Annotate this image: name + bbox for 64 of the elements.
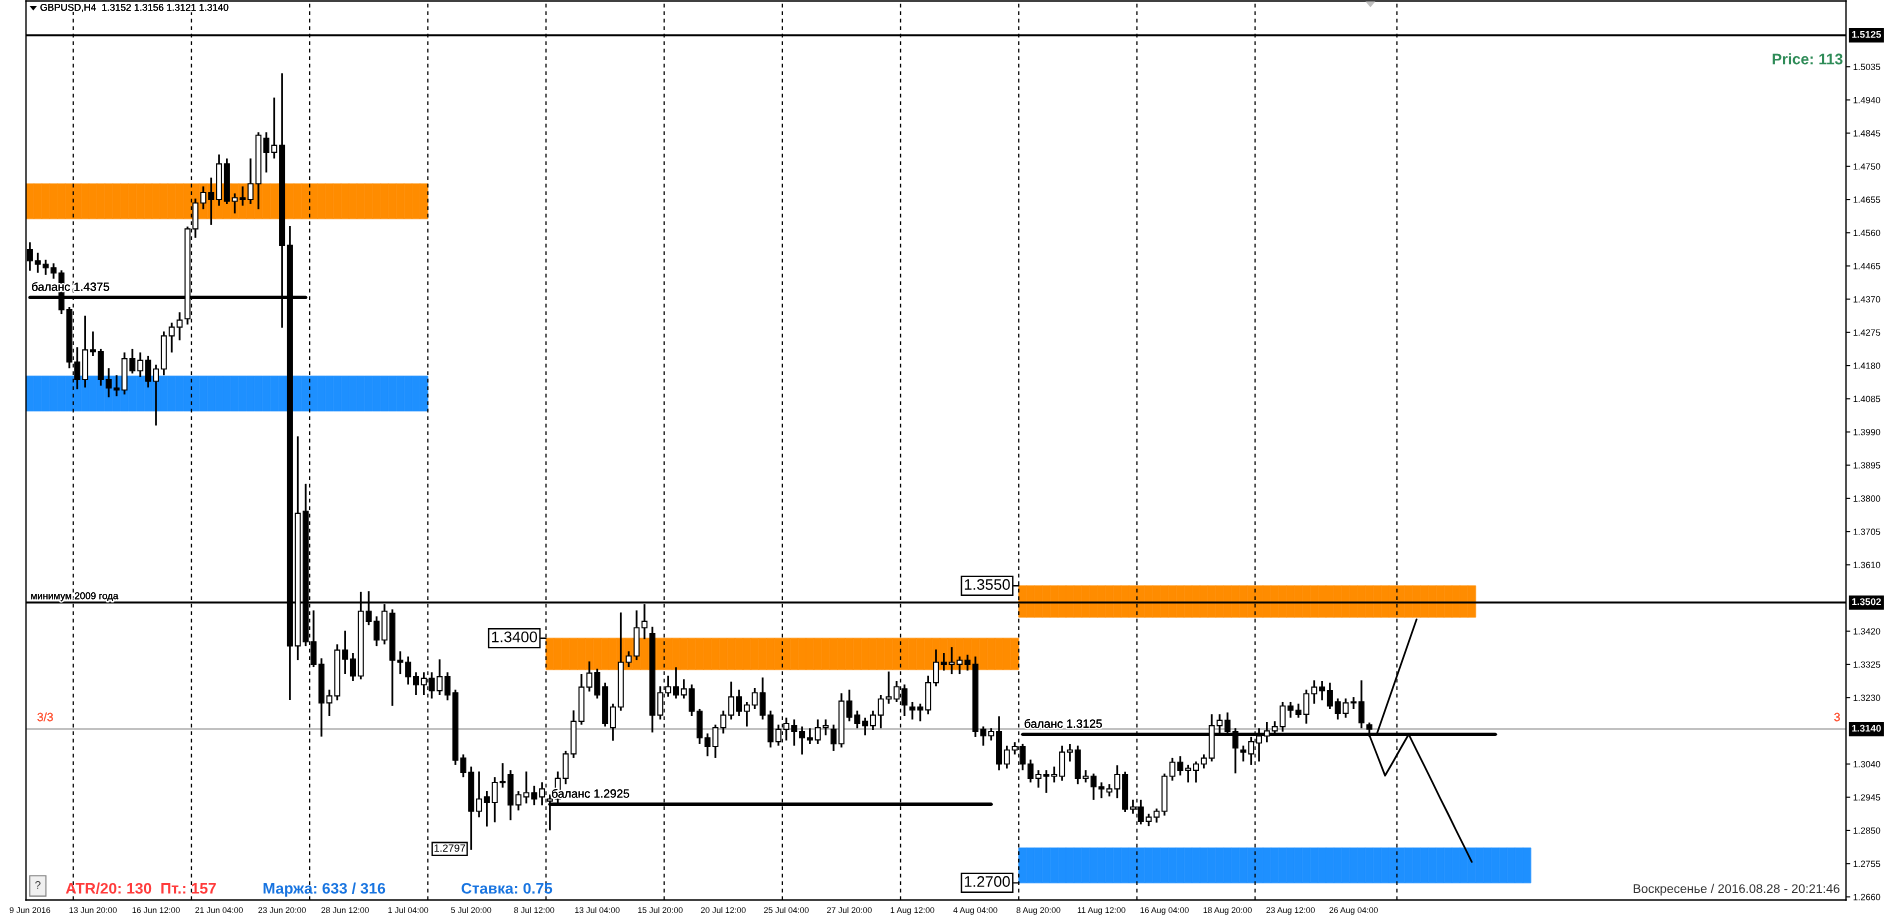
y-tick-label: 1.4275 xyxy=(1853,329,1881,336)
x-tick-label: 9 Jun 2016 xyxy=(9,907,51,914)
y-tick-label: 1.4180 xyxy=(1853,362,1881,369)
y-tick-label: 1.4750 xyxy=(1853,163,1881,170)
y-tick-label: 1.4370 xyxy=(1853,296,1881,303)
y-tick-label: 1.2660 xyxy=(1853,893,1881,901)
x-tick-label: 23 Aug 12:00 xyxy=(1266,907,1315,915)
annotation: Воскресенье / 2016.08.28 - 20:21:46 xyxy=(1633,883,1840,896)
x-tick-label: 21 Jun 04:00 xyxy=(195,907,243,914)
y-tick-label: 1.3230 xyxy=(1853,694,1881,701)
y-tick-label: 1.3040 xyxy=(1853,761,1881,768)
y-tick-label: 1.2850 xyxy=(1853,827,1881,834)
annotation: 3 xyxy=(1834,712,1840,722)
y-tick-label: 1.4845 xyxy=(1853,130,1881,137)
annotation: 1.2700 xyxy=(964,876,1010,887)
annotation: 3/3 xyxy=(37,712,53,722)
x-tick-label: 18 Aug 20:00 xyxy=(1203,907,1252,915)
x-tick-label: 26 Aug 04:00 xyxy=(1329,907,1378,915)
x-tick-label: 4 Aug 04:00 xyxy=(953,907,998,915)
y-tick-label: 1.2945 xyxy=(1853,794,1881,801)
ref-line-label: 1.5125 xyxy=(1852,30,1882,38)
x-tick-label: 20 Jul 12:00 xyxy=(700,906,746,914)
ref-line-label: 1.3502 xyxy=(1852,598,1881,606)
x-tick-label: 1 Aug 12:00 xyxy=(890,907,935,915)
y-tick-label: 1.4655 xyxy=(1853,196,1881,203)
x-tick-label: 23 Jun 20:00 xyxy=(258,907,306,914)
y-tick-label: 1.3800 xyxy=(1853,495,1881,502)
x-tick-label: 28 Jun 12:00 xyxy=(321,907,369,914)
x-tick-label: 8 Jul 12:00 xyxy=(514,906,555,914)
annotation: ? xyxy=(35,881,41,889)
x-tick-label: 5 Jul 20:00 xyxy=(451,906,492,914)
y-tick-label: 1.4085 xyxy=(1853,395,1881,403)
x-tick-label: 27 Jul 20:00 xyxy=(827,906,872,914)
annotation: ATR/20: 130 Пт.: 157 xyxy=(65,882,216,894)
annotation: 1.3400 xyxy=(492,631,538,643)
y-tick-label: 1.3895 xyxy=(1853,462,1881,469)
annotation: Price: 113 xyxy=(1772,53,1843,65)
x-tick-label: 13 Jul 04:00 xyxy=(575,906,620,914)
y-tick-label: 1.2755 xyxy=(1853,860,1881,868)
x-tick-label: 11 Aug 12:00 xyxy=(1077,907,1126,915)
annotation: 1.2797 xyxy=(434,844,466,852)
x-tick-label: 25 Jul 04:00 xyxy=(764,906,809,914)
annotation: минимум 2009 года xyxy=(31,592,119,602)
series-label: баланс 1.3125 xyxy=(1024,719,1102,728)
y-tick-label: 1.3325 xyxy=(1853,661,1881,668)
x-tick-label: 13 Jun 20:00 xyxy=(69,907,117,914)
x-tick-label: 16 Jun 12:00 xyxy=(132,907,180,914)
y-tick-label: 1.3610 xyxy=(1853,561,1881,569)
y-tick-label: 1.5035 xyxy=(1853,63,1881,71)
y-tick-label: 1.4940 xyxy=(1853,96,1881,104)
y-tick-label: 1.4560 xyxy=(1853,229,1881,237)
chart-title: GBPUSD,H4 1.3152 1.3156 1.3121 1.3140 xyxy=(40,3,229,12)
x-tick-label: 8 Aug 20:00 xyxy=(1016,907,1061,915)
annotation: 1.3550 xyxy=(964,579,1010,590)
x-tick-label: 1 Jul 04:00 xyxy=(388,906,429,914)
ref-line-label: 1.3140 xyxy=(1852,724,1881,732)
annotation: Маржа: 633 / 316 xyxy=(263,882,386,897)
annotation: Ставка: 0.75 xyxy=(461,882,553,894)
y-tick-label: 1.3990 xyxy=(1853,428,1881,436)
x-tick-label: 16 Aug 04:00 xyxy=(1140,907,1189,915)
x-tick-label: 15 Jul 20:00 xyxy=(638,906,683,914)
y-tick-label: 1.3420 xyxy=(1853,628,1881,635)
y-tick-label: 1.4465 xyxy=(1853,262,1881,270)
y-tick-label: 1.3705 xyxy=(1853,528,1881,535)
